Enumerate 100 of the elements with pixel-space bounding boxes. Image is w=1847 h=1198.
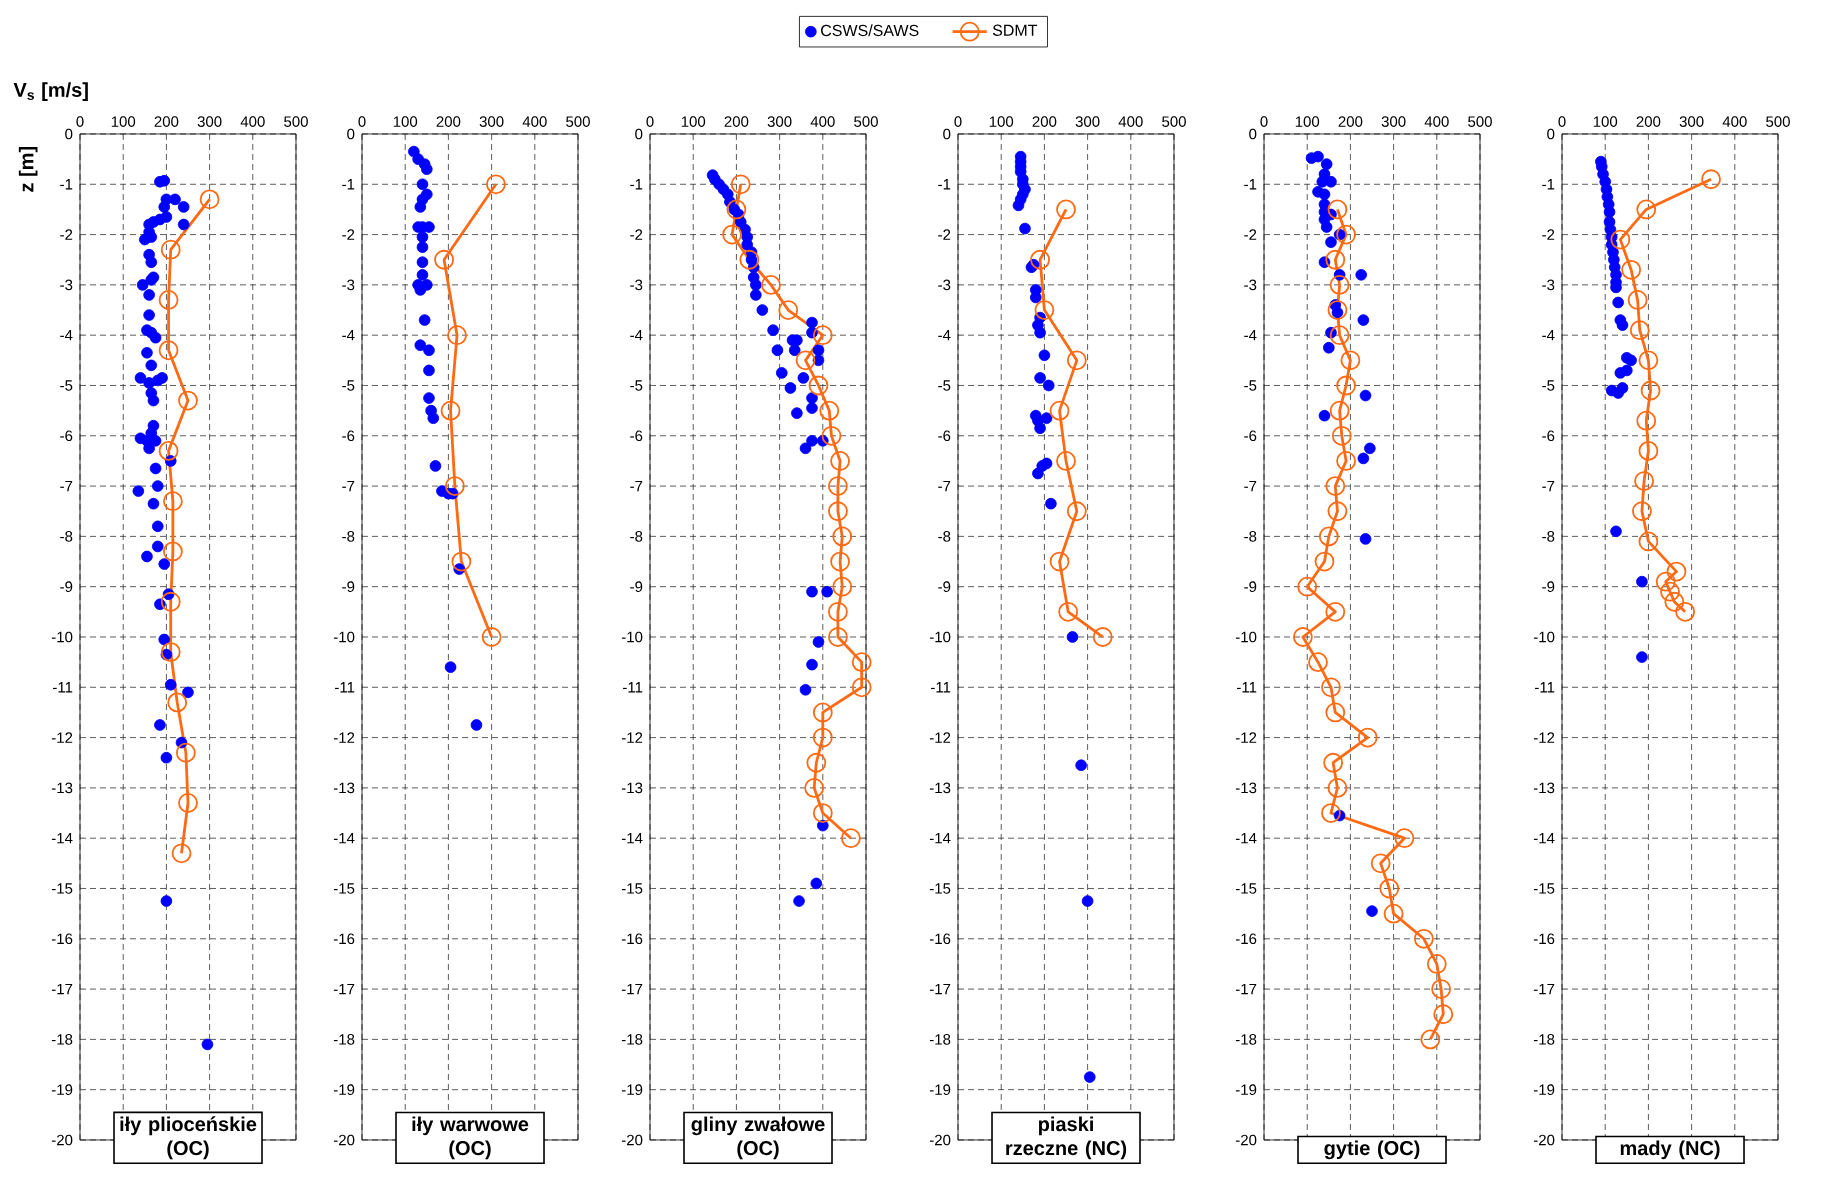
x-tick-label: 100: [681, 116, 706, 127]
y-tick-label: -8: [342, 531, 355, 542]
y-tick-label: -8: [1542, 531, 1555, 542]
y-tick-label: -12: [51, 732, 73, 743]
x-tick-label: 0: [76, 116, 84, 127]
y-tick-label: -16: [333, 933, 355, 945]
y-tick-label: -4: [1244, 330, 1257, 341]
x-tick-label: 100: [1593, 116, 1618, 127]
x-tick-label: 200: [1032, 116, 1057, 127]
y-tick-label: 0: [1249, 128, 1257, 140]
y-tick-label: -10: [51, 631, 73, 643]
y-tick-label: -15: [929, 883, 951, 894]
y-tick-label: -11: [335, 682, 355, 693]
x-tick-label: 500: [854, 116, 878, 127]
y-tick-label: -12: [1533, 732, 1555, 743]
y-tick-label: -19: [929, 1084, 951, 1096]
y-axis-title: z [m]: [18, 146, 38, 192]
y-tick-label: -7: [1542, 480, 1555, 492]
x-tick-label: 300: [767, 116, 792, 127]
y-tick-label: -3: [630, 279, 643, 291]
text: piaski rzeczne (NC): [1006, 1116, 1127, 1160]
y-tick-label: -5: [938, 380, 951, 391]
y-tick-label: -17: [621, 983, 643, 995]
x-tick-label: 300: [479, 116, 504, 127]
y-tick-label: -7: [630, 480, 643, 492]
y-tick-label: -1: [630, 179, 643, 190]
y-tick-label: -4: [1542, 330, 1555, 341]
y-tick-label: -16: [621, 933, 643, 945]
y-tick-label: -19: [621, 1084, 643, 1096]
y-tick-label: -12: [1235, 732, 1257, 743]
y-tick-label: -7: [938, 480, 951, 492]
y-tick-label: 0: [347, 128, 355, 140]
x-tick-label: 100: [989, 116, 1014, 127]
y-tick-label: -10: [333, 631, 355, 643]
y-tick-label: -11: [623, 682, 643, 693]
text: gliny zwałowe (OC): [691, 1116, 825, 1160]
text: gytie (OC): [1324, 1140, 1420, 1160]
y-tick-label: -4: [630, 330, 643, 341]
x-tick-label: 400: [810, 116, 835, 127]
y-tick-label: -19: [51, 1084, 73, 1096]
y-tick-label: 0: [635, 128, 643, 140]
y-tick-label: -5: [60, 380, 73, 391]
y-tick-label: -6: [1542, 430, 1555, 442]
y-tick-label: -1: [342, 179, 355, 190]
y-tick-label: -2: [60, 229, 73, 240]
y-tick-label: -5: [630, 380, 643, 391]
y-tick-label: -8: [60, 531, 73, 542]
y-tick-label: 0: [943, 128, 951, 140]
y-tick-label: -2: [1244, 229, 1257, 240]
y-tick-label: -11: [1535, 682, 1555, 693]
x-tick-label: 0: [358, 116, 366, 127]
y-tick-label: -5: [1542, 380, 1555, 391]
y-tick-label: -11: [53, 682, 73, 693]
y-tick-label: -18: [1533, 1034, 1555, 1045]
x-tick-label: 0: [1558, 116, 1566, 127]
y-tick-label: 0: [1547, 128, 1555, 140]
y-tick-label: -19: [333, 1084, 355, 1096]
y-tick-label: -2: [1542, 229, 1555, 240]
y-tick-label: -20: [333, 1134, 355, 1146]
y-tick-label: -9: [342, 581, 355, 592]
y-tick-label: -17: [1235, 983, 1257, 995]
y-tick-label: -16: [1533, 933, 1555, 945]
y-tick-label: -8: [630, 531, 643, 542]
y-tick-label: -3: [938, 279, 951, 291]
text: iły warwowe (OC): [412, 1116, 529, 1160]
x-tick-label: 200: [1636, 116, 1661, 127]
y-tick-label: -14: [621, 833, 643, 844]
y-tick-label: -12: [333, 732, 355, 743]
y-tick-label: -17: [333, 983, 355, 995]
y-tick-label: -13: [333, 782, 355, 794]
y-tick-label: -19: [1235, 1084, 1257, 1096]
x-tick-label: 500: [1468, 116, 1492, 127]
y-tick-label: -8: [938, 531, 951, 542]
x-tick-label: 100: [393, 116, 418, 127]
y-tick-label: -18: [621, 1034, 643, 1045]
x-tick-label: 0: [1260, 116, 1268, 127]
y-tick-label: -14: [929, 833, 951, 844]
y-tick-label: -4: [342, 330, 355, 341]
y-tick-label: -3: [342, 279, 355, 291]
y-tick-label: -10: [1235, 631, 1257, 643]
x-tick-label: 0: [646, 116, 654, 127]
y-tick-label: -6: [630, 430, 643, 442]
y-tick-label: -2: [630, 229, 643, 240]
x-tick-label: 100: [111, 116, 136, 127]
y-tick-label: -12: [929, 732, 951, 743]
y-tick-label: -14: [1533, 833, 1555, 844]
text: mady (NC): [1620, 1140, 1720, 1160]
y-tick-label: -3: [1542, 279, 1555, 291]
x-tick-label: 400: [522, 116, 547, 127]
x-tick-label: 200: [154, 116, 179, 127]
y-tick-label: -4: [938, 330, 951, 341]
y-tick-label: -14: [51, 833, 73, 844]
y-tick-label: -5: [1244, 380, 1257, 391]
y-tick-label: -15: [333, 883, 355, 894]
y-tick-label: -14: [333, 833, 355, 844]
y-tick-label: -18: [1235, 1034, 1257, 1045]
y-tick-label: -10: [621, 631, 643, 643]
y-tick-label: -9: [630, 581, 643, 592]
y-tick-label: -20: [1235, 1134, 1257, 1146]
x-tick-label: 500: [1766, 116, 1790, 127]
